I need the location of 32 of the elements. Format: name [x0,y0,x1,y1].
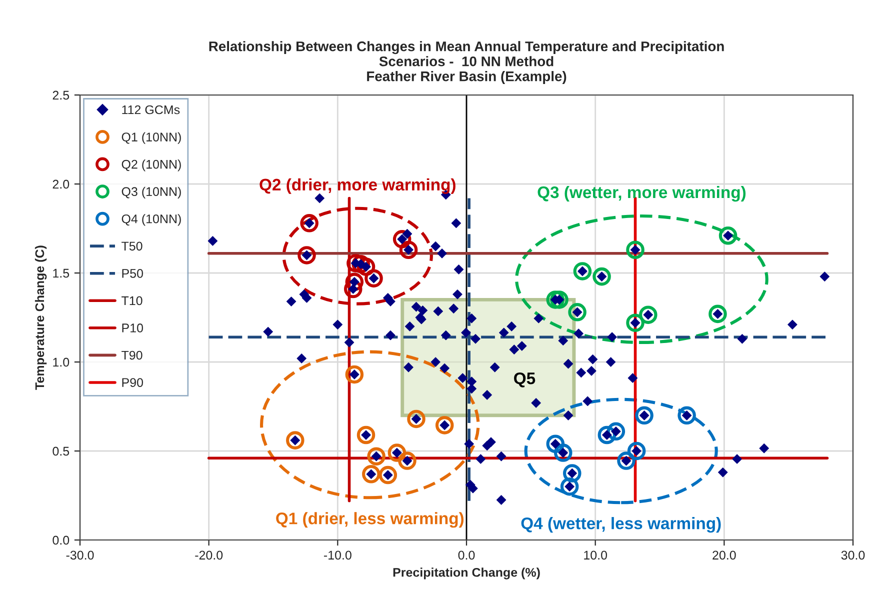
annotation: Q2 (drier, more warming) [260,178,456,194]
chart-title: Relationship Between Changes in Mean Annual Temperature and Precipitation Scenarios - 10 NN Method Feather River Basin (Example) [209,41,724,84]
legend-label: T90 [122,350,142,360]
annotation: Q5 [514,372,536,388]
y-tick-label: 2.0 [52,180,70,189]
legend-label: P90 [122,378,143,387]
y-tick-label: 1.0 [53,358,70,367]
x-tick-label: -30.0 [66,550,94,560]
y-tick-label: 2.5 [52,90,70,100]
y-tick-label: 0.0 [52,536,70,545]
x-tick-label: 10.0 [584,550,608,560]
legend-label: Q3 (10NN) [122,186,181,198]
annotation: Q3 (wetter, more warming) [538,186,746,202]
legend-label: T50 [122,242,142,251]
annotation: Q1 (drier, less warming) [276,512,464,528]
legend-label: Q2 (10NN) [122,160,181,172]
x-tick-label: -20.0 [195,550,223,560]
legend-label: P50 [122,268,143,278]
x-tick-label: -10.0 [324,550,352,560]
legend-label: T10 [122,296,142,306]
y-tick-label: 0.5 [52,446,70,456]
x-tick-label: 20.0 [712,550,736,560]
x-tick-label: 0.0 [458,550,475,560]
legend-label: Q4 (10NN) [122,214,181,226]
x-axis-title: Precipitation Change (%) [393,568,540,580]
y-tick-label: 1.5 [53,268,70,278]
annotation: Q4 (wetter, less warming) [521,517,721,533]
x-tick-label: 30.0 [841,550,865,560]
legend-label: Q1 (10NN) [122,132,181,144]
legend-label: 112 GCMs [122,105,180,114]
legend-label: P10 [122,324,143,332]
y-axis-title: Temperature Change (C) [34,246,47,390]
